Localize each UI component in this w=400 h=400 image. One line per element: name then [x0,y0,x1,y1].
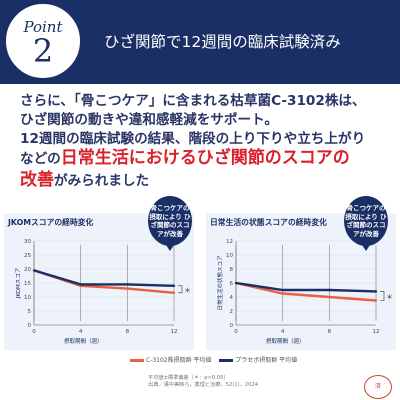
badge-number: 2 [32,32,54,70]
y-tick-label: 10 [24,295,31,301]
data-point [374,299,378,302]
y-tick-label: 8 [230,267,234,273]
body-line-4-prefix: などの [20,151,61,167]
footnote-line-2: 出典／溝中美映ら，薬理と治療，52(1)，2024 [148,382,258,388]
y-axis-label: JKOMスコア [15,267,22,299]
data-point [172,284,176,287]
significance-mark: ＊ [184,286,191,294]
x-tick-label: 8 [126,329,130,335]
x-tick-label: 0 [234,329,238,335]
data-point [281,292,284,295]
footnote: 平均値±標準偏差（＊：p<0.05） 出典／溝中美映ら，薬理と治療，52(1)，… [148,375,258,389]
point-badge: Point 2 [4,2,82,80]
significance-bracket [178,285,183,294]
x-tick-label: 4 [79,329,83,335]
data-point [126,283,129,286]
body-line-2: ひざ関節の動きや違和感軽減をサポート。 [20,112,279,128]
significance-mark: ＊ [386,293,393,301]
body-line-4-highlight: 日常生活におけるひざ関節のスコアの [60,148,350,168]
legend-swatch-test [130,359,144,362]
data-point [32,269,36,272]
data-point [281,288,284,292]
y-tick-label: 15 [24,281,31,287]
data-point [126,287,129,290]
body-text: さらに、「骨こつケア」に含まれる枯草菌C-3102株は、 ひざ関節の動きや違和感… [20,92,392,193]
body-line-5-highlight: 改善 [20,170,54,190]
header-title: ひざ関節で12週間の臨床試験済み [104,33,341,51]
chart-title-jkom: JKOMスコアの経時変化 [8,218,94,227]
y-tick-label: 5 [28,309,32,315]
body-line-3: 12週間の臨床試験の結果、階段の上り下りや立ち上がり [20,131,366,147]
data-point [374,290,378,293]
y-tick-label: 10 [226,253,233,259]
y-axis-label: 日常生活の状態スコア [216,255,224,311]
callout-left: 骨こつケアの摂取により ひざ関節のスコアが改善 [148,196,192,251]
body-line-4: などの日常生活におけるひざ関節のスコアの [20,149,392,171]
data-point [79,283,82,286]
verified-stamp: 済 [364,375,392,399]
y-tick-label: 30 [24,239,31,245]
body-line-5: 改善がみられました [20,171,392,193]
badge-word: Point [23,18,63,36]
x-axis-label: 摂取期間（週） [64,337,103,345]
x-tick-label: 12 [171,329,178,335]
data-point [328,295,331,299]
chart-title-daily: 日常生活の状態スコアの経時変化 [210,218,327,227]
y-tick-label: 4 [230,295,234,301]
legend-label-placebo: プラセボ摂取群 平均値 [235,357,298,364]
series-line-1 [33,269,175,287]
legend-swatch-placebo [219,359,234,362]
data-point [328,288,331,292]
daily-life-chart: 日常生活の状態スコア 0 2 4 6 8 10 12 0 4 8 12 摂取期間（週） ＊ [216,239,393,345]
chart-panel-jkom: JKOMスコアの経時変化 JKOMスコア 0 5 10 15 20 25 30 0 4 8 12 摂取期… [4,213,194,350]
y-tick-label: 12 [226,239,233,245]
body-line-5-suffix: がみられました [54,173,150,189]
series-line-0 [235,281,377,302]
x-axis-label: 摂取期間（週） [266,337,305,345]
legend-label-test: C-3102株摂取群 平均値 [146,357,212,364]
x-tick-label: 4 [281,329,285,335]
x-tick-label: 0 [32,329,36,335]
series-line-0 [33,269,175,294]
header-banner: Point 2 ひざ関節で12週間の臨床試験済み [0,0,400,84]
y-tick-label: 0 [28,323,32,329]
series-line-1 [235,281,377,293]
y-tick-label: 2 [230,309,234,315]
chart-legend: C-3102株摂取群 平均値 プラセボ摂取群 平均値 [130,355,297,364]
significance-bracket [380,291,385,301]
y-tick-label: 20 [24,267,31,273]
data-point [172,291,176,294]
y-tick-label: 0 [230,323,234,329]
footnote-line-1: 平均値±標準偏差（＊：p<0.05） [148,375,229,381]
jkom-chart: JKOMスコア 0 5 10 15 20 25 30 0 4 8 12 摂取期間（週） ＊ [15,239,191,345]
y-tick-label: 25 [24,253,31,259]
x-tick-label: 8 [328,329,332,335]
x-tick-label: 12 [373,329,380,335]
callout-right: 骨こつケアの摂取により ひざ関節のスコアが改善 [344,196,388,251]
data-point [234,281,238,285]
body-line-1: さらに、「骨こつケア」に含まれる枯草菌C-3102株は、 [20,93,366,109]
y-tick-label: 6 [230,281,234,287]
